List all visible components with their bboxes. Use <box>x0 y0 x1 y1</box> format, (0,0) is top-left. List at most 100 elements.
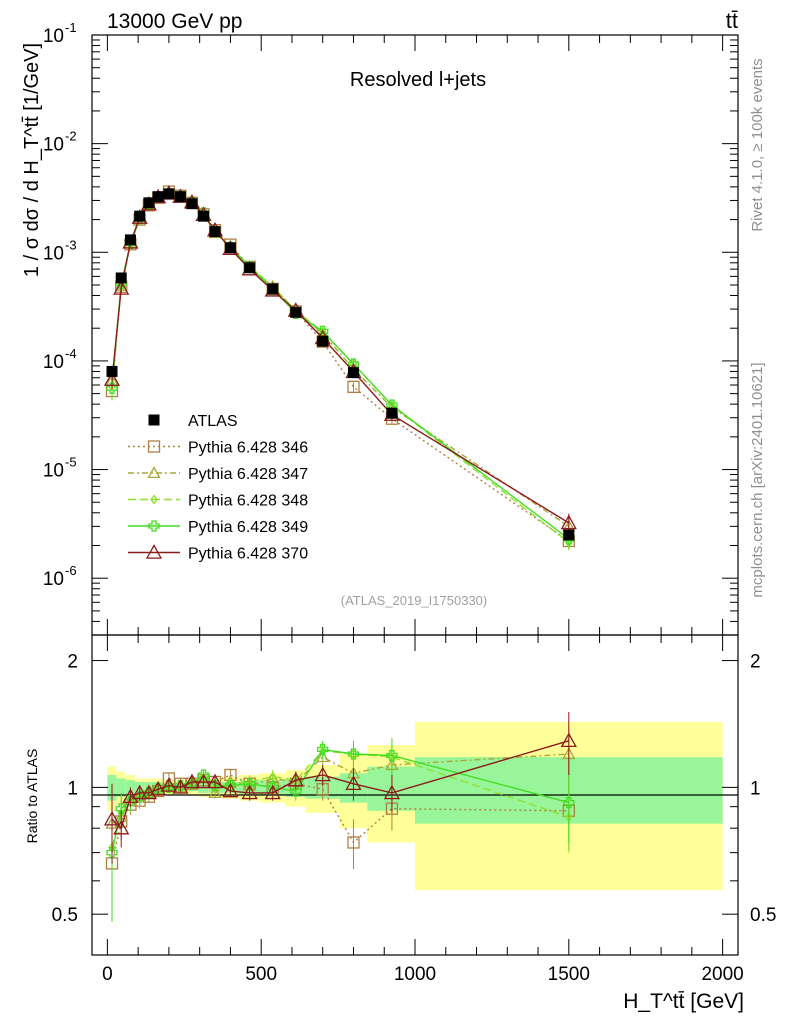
ratio-point <box>383 784 401 800</box>
analysis-id: (ATLAS_2019_I1750330) <box>341 593 487 608</box>
ratio-point <box>560 732 577 748</box>
main-y-tick-label: 10 <box>43 569 64 590</box>
legend: ATLAS Pythia 6.428 346 Pythia 6.428 347 Pyt… <box>128 413 308 563</box>
main-y-tick-exponent: -1 <box>65 20 77 35</box>
ratio-y-tick-label-left: 2 <box>67 652 78 673</box>
ratio-point <box>222 782 239 798</box>
ratio-y-tick-label-left: 1 <box>67 778 78 799</box>
data-point <box>143 197 155 209</box>
ratio-point <box>386 749 398 762</box>
data-point <box>209 226 221 238</box>
ratio-y-tick-label-right: 2 <box>750 652 761 673</box>
ratio-point <box>264 784 281 800</box>
ratio-point <box>345 775 362 791</box>
data-point <box>186 198 198 210</box>
legend-marker <box>148 414 160 426</box>
data-point <box>347 367 359 379</box>
ratio-point <box>160 777 178 792</box>
ratio-point <box>287 771 304 787</box>
legend-marker <box>148 520 160 532</box>
main-y-axis-label: 1 / σ dσ / d H_T^tt̄ [1/GeV] <box>21 43 43 277</box>
ratio-y-tick-label-left: 0.5 <box>52 905 78 926</box>
x-tick-label: 2000 <box>701 964 743 985</box>
ratio-point <box>131 784 148 800</box>
ratio-band-inner <box>116 778 126 797</box>
data-point <box>106 365 118 377</box>
legend-label: Pythia 6.428 370 <box>188 546 308 563</box>
legend-label: Pythia 6.428 348 <box>188 493 308 510</box>
ratio-uncertainty-bands <box>107 721 723 891</box>
series-point <box>560 514 577 530</box>
ratio-point <box>208 786 222 798</box>
data-point <box>224 242 236 254</box>
ratio-point <box>197 769 210 781</box>
data-point <box>163 188 175 200</box>
ratio-point <box>115 803 127 815</box>
ratio-panel: 0.5 0.5 1 1 2 2 Ratio to ATLAS <box>24 634 777 956</box>
main-y-tick-exponent: -5 <box>65 455 77 470</box>
main-y-tick-label: 10 <box>43 26 64 47</box>
ratio-y-tick-label-right: 0.5 <box>750 905 776 926</box>
ratio-point <box>224 779 237 792</box>
legend-label: Pythia 6.428 346 <box>188 440 308 457</box>
data-point <box>267 283 279 295</box>
main-ticks <box>92 34 738 636</box>
ratio-point <box>106 846 118 859</box>
process-label: tt̄ <box>726 8 738 33</box>
ratio-point <box>314 766 331 782</box>
legend-marker <box>145 544 163 559</box>
ratio-point <box>195 773 212 789</box>
main-y-tick-label: 10 <box>43 243 64 264</box>
ratio-point <box>150 780 167 796</box>
x-axis-label: H_T^tt̄ [GeV] <box>623 990 744 1013</box>
ratio-y-tick-labels: 0.5 0.5 1 1 2 2 <box>52 652 777 927</box>
data-point <box>317 335 329 347</box>
mcplots-label: mcplots.cern.ch [arXiv:2401.10621] <box>749 362 766 597</box>
ratio-point <box>103 810 121 826</box>
ratio-point <box>347 748 360 760</box>
series-point <box>347 380 360 393</box>
series-line-3 <box>111 193 570 540</box>
ratio-series-layer <box>103 711 577 922</box>
series-line-2 <box>111 193 570 544</box>
ratio-point <box>563 796 575 809</box>
main-y-tick-exponent: -6 <box>65 563 77 578</box>
series-line-4 <box>111 192 570 524</box>
main-y-tick-label: 10 <box>43 135 64 156</box>
ratio-point <box>347 836 360 849</box>
legend-marker <box>147 466 161 479</box>
x-tick-label: 1000 <box>394 964 436 985</box>
legend-label: Pythia 6.428 349 <box>188 519 308 536</box>
ratio-point <box>317 743 329 756</box>
legend-label: ATLAS <box>188 413 238 430</box>
main-y-tick-label: 10 <box>43 352 64 373</box>
ratio-point <box>113 819 130 835</box>
data-point <box>563 529 575 541</box>
series-point <box>106 382 118 394</box>
data-point <box>152 191 164 203</box>
rivet-label: Rivet 4.1.0, ≥ 100k events <box>749 58 766 231</box>
legend-label: Pythia 6.428 347 <box>188 466 308 483</box>
ratio-ticks <box>92 635 738 956</box>
ratio-y-tick-label-right: 1 <box>750 778 761 799</box>
legend-marker <box>150 494 158 505</box>
data-point <box>124 234 136 246</box>
ratio-point <box>183 773 201 789</box>
x-tick-labels: 0 500 1000 1500 2000 <box>102 964 744 985</box>
series-point <box>103 371 121 386</box>
energy-label: 13000 GeV pp <box>107 10 242 33</box>
ratio-point <box>290 785 302 797</box>
data-point <box>198 210 210 222</box>
series-line-0 <box>111 190 570 542</box>
data-point <box>115 272 127 284</box>
x-tick-label: 500 <box>245 964 277 985</box>
ratio-point <box>241 784 258 800</box>
data-point <box>244 262 256 274</box>
data-point <box>386 407 398 419</box>
x-tick-label: 1500 <box>548 964 590 985</box>
data-point <box>174 191 186 203</box>
main-y-tick-exponent: -4 <box>65 346 77 361</box>
series-point <box>113 280 130 295</box>
main-y-tick-exponent: -3 <box>65 237 77 252</box>
